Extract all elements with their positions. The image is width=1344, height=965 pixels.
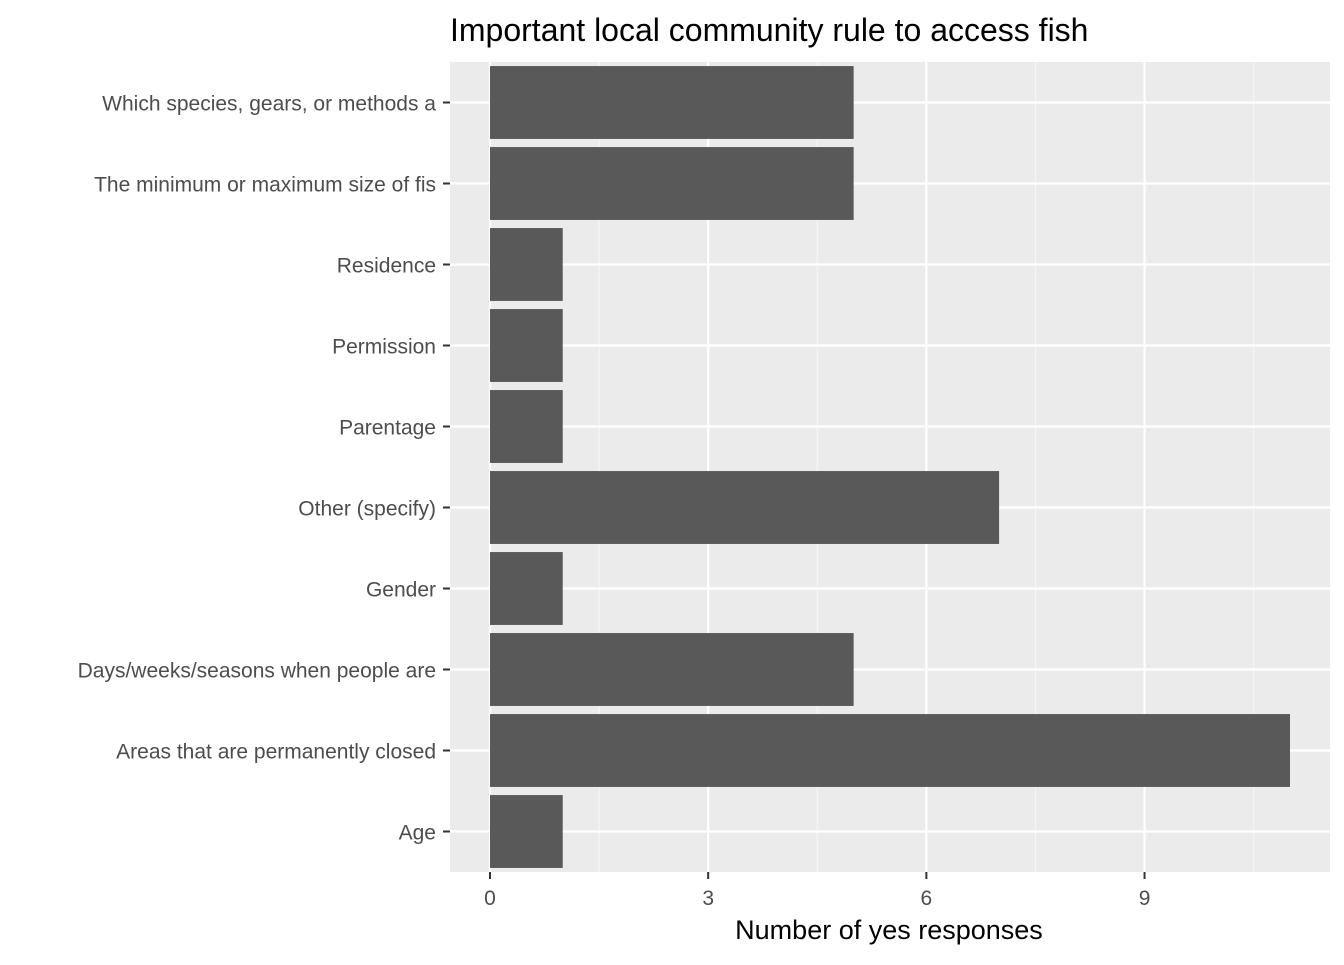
y-axis: Which species, gears, or methods a The mi… [78,93,450,845]
y-tick-label-0: Which species, gears, or methods a [102,93,436,116]
bar-5 [490,471,1000,544]
bar-1 [490,147,854,220]
bar-4 [490,390,563,463]
bar-9 [490,795,563,868]
y-tick-label-2: Residence [337,255,436,278]
bar-2 [490,228,563,301]
x-axis-title: Number of yes responses [735,915,1043,945]
bar-8 [490,714,1290,787]
x-tick-label-2: 6 [921,887,933,910]
bar-6 [490,552,563,625]
bars [490,66,1290,868]
y-tick-label-8: Areas that are permanently closed [116,741,436,764]
y-tick-label-9: Age [399,822,436,845]
y-tick-label-7: Days/weeks/seasons when people are [78,660,436,683]
y-tick-label-6: Gender [366,579,436,602]
y-tick-label-1: The minimum or maximum size of fis [94,174,436,197]
y-tick-label-3: Permission [332,336,436,359]
x-tick-label-3: 9 [1139,887,1151,910]
bar-7 [490,633,854,706]
y-tick-label-4: Parentage [339,417,436,440]
x-axis: 0 3 6 9 [484,872,1150,910]
chart-title: Important local community rule to access… [450,12,1088,48]
bar-0 [490,66,854,139]
x-tick-label-1: 3 [702,887,714,910]
y-tick-label-5: Other (specify) [298,498,436,521]
bar-3 [490,309,563,382]
x-tick-label-0: 0 [484,887,496,910]
